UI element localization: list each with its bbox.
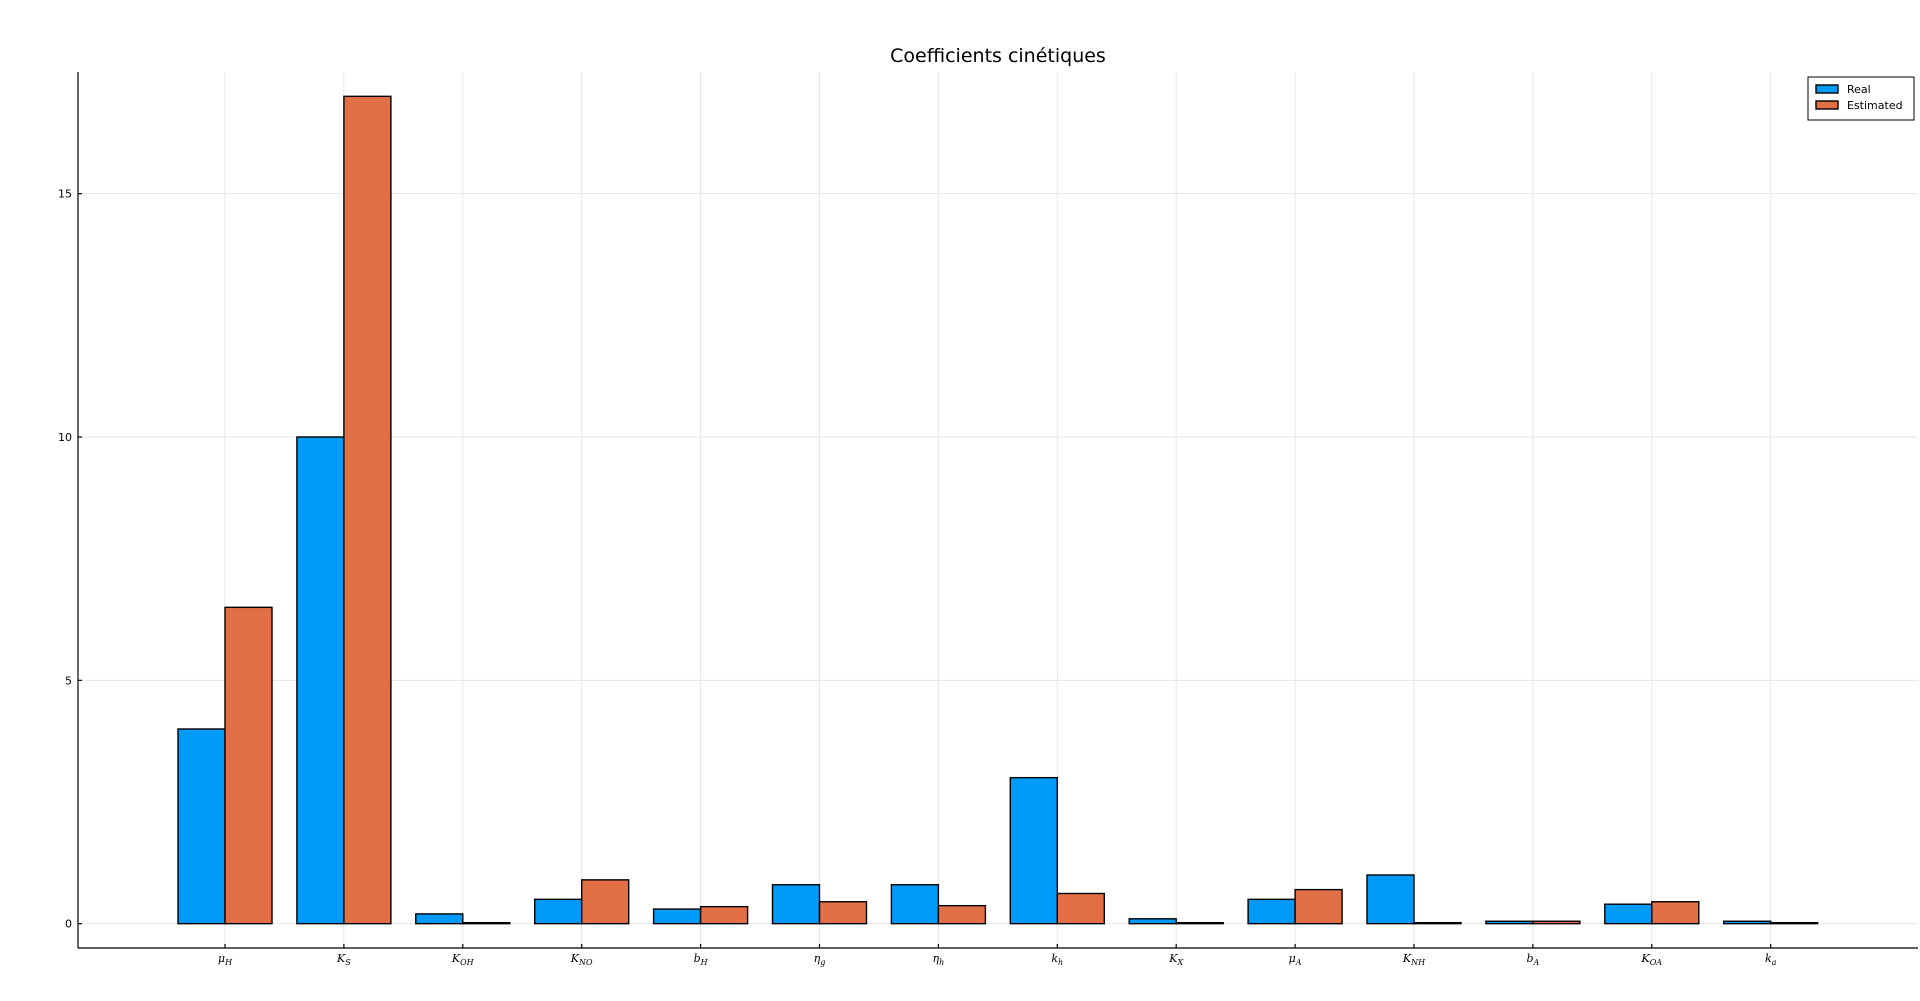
bar-real <box>1722 920 1772 925</box>
tick-labels: 0 5 10 15 μH KS KOH KNO bH ηg ηh kh KX μA KNH bA KOA ka <box>58 188 1777 967</box>
bar-real <box>1366 874 1415 925</box>
x-tick-label: ka <box>1765 952 1777 967</box>
x-tick-label: bA <box>1526 952 1539 967</box>
bar-estimated <box>937 904 987 925</box>
x-tick-label: bH <box>694 952 709 967</box>
bar-real <box>1604 903 1653 925</box>
legend-label-real: Real <box>1847 83 1871 96</box>
bar-estimated <box>1294 888 1343 925</box>
axes <box>77 72 1918 949</box>
bars <box>177 95 1819 925</box>
bar-real <box>1128 918 1177 925</box>
bar-estimated <box>1769 921 1819 925</box>
legend-swatch-estimated <box>1815 100 1839 110</box>
bar-estimated <box>818 901 868 925</box>
bar-estimated <box>462 921 511 925</box>
bar-real <box>771 884 821 925</box>
bar-estimated <box>1175 921 1224 925</box>
bar-real <box>534 898 583 925</box>
x-tick-label: KOH <box>451 952 475 967</box>
bar-estimated <box>224 606 273 925</box>
bar-real <box>1009 776 1058 925</box>
bar-estimated <box>1413 921 1462 925</box>
legend: Real Estimated <box>1807 76 1915 121</box>
bar-real <box>890 884 940 925</box>
bar-real <box>1247 898 1296 925</box>
x-tick-label: μH <box>218 952 233 967</box>
x-tick-label: KX <box>1168 952 1183 967</box>
chart-title: Coefficients cinétiques <box>890 45 1106 67</box>
x-tick-label: kh <box>1051 952 1063 967</box>
x-tick-label: KOA <box>1641 952 1663 967</box>
bar-real <box>415 913 464 925</box>
x-tick-label: KNH <box>1402 952 1426 967</box>
x-tick-label: ηg <box>814 952 826 967</box>
legend-label-estimated: Estimated <box>1847 99 1903 112</box>
x-tick-label: KNO <box>570 952 593 967</box>
y-tick-label: 10 <box>58 431 72 444</box>
legend-box <box>1807 76 1915 121</box>
bar-estimated <box>581 879 630 925</box>
bar-real <box>296 436 345 925</box>
bar-real <box>1485 920 1534 925</box>
x-tick-label: ηh <box>933 952 945 967</box>
y-tick-label: 0 <box>65 918 72 931</box>
x-tick-label: KS <box>336 952 351 967</box>
bar-estimated <box>1651 901 1700 925</box>
bar-estimated <box>1056 892 1106 925</box>
y-tick-label: 15 <box>58 188 72 201</box>
bar-real <box>652 908 702 925</box>
legend-swatch-real <box>1815 84 1839 94</box>
bar-estimated <box>1532 920 1581 925</box>
bar-estimated <box>343 95 392 925</box>
x-tick-label: μA <box>1289 952 1302 967</box>
y-tick-label: 5 <box>65 674 72 687</box>
bar-estimated <box>699 905 749 925</box>
bar-real <box>177 728 226 925</box>
